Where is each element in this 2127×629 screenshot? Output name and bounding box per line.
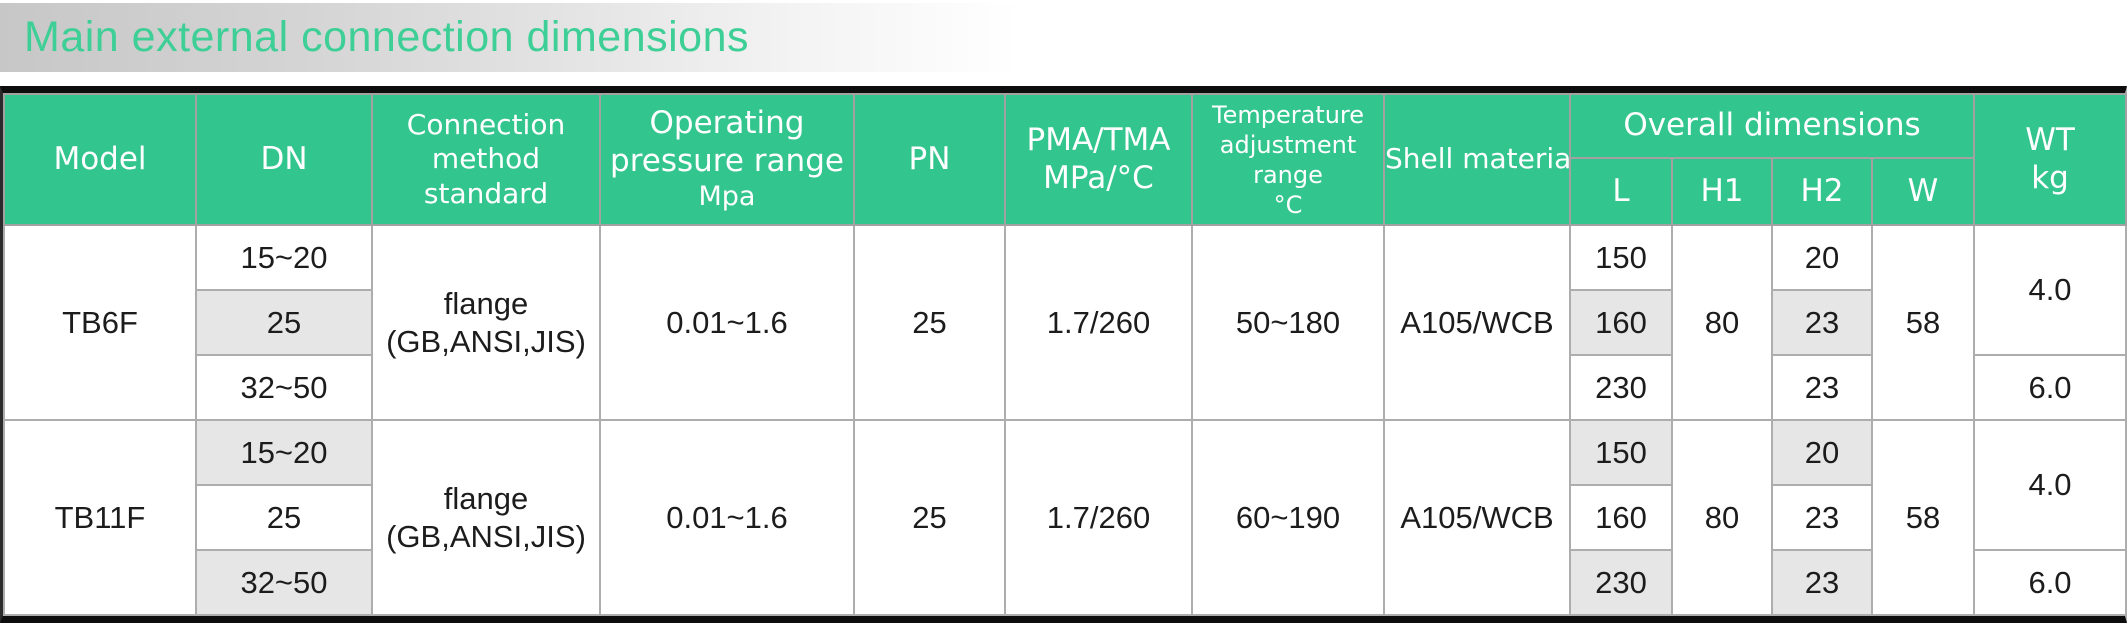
table-row: TB6F 15~20 flange (GB,ANSI,JIS) 0.01~1.6… bbox=[3, 224, 2127, 421]
model-cell: TB11F bbox=[3, 419, 197, 616]
header-temp-unit: °C bbox=[1273, 190, 1303, 219]
header-connection-line2: method standard bbox=[423, 142, 549, 210]
header-overall-dimensions: Overall dimensions bbox=[1568, 93, 1976, 159]
header-temp-range: Temperature adjustment range °C bbox=[1191, 93, 1385, 226]
header-operating-unit: Mpa bbox=[698, 180, 756, 212]
header-dim-h2: H2 bbox=[1771, 157, 1873, 226]
header-shell-material: Shell material bbox=[1383, 93, 1571, 226]
header-operating-line2: pressure range bbox=[610, 143, 844, 180]
header-dn: DN bbox=[195, 93, 373, 226]
shell-material-cell: A105/WCB bbox=[1383, 224, 1571, 421]
header-wt-unit: kg bbox=[2031, 159, 2069, 196]
dim-l-cell: 230 bbox=[1569, 354, 1673, 421]
connection-cell: flange (GB,ANSI,JIS) bbox=[371, 224, 601, 421]
dn-cell: 25 bbox=[195, 289, 373, 356]
dn-cell: 15~20 bbox=[195, 224, 373, 291]
pn-cell: 25 bbox=[853, 224, 1006, 421]
header-pma-line1: PMA/TMA bbox=[1026, 121, 1171, 158]
header-pn: PN bbox=[853, 93, 1006, 226]
dim-h2-cell: 23 bbox=[1771, 354, 1873, 421]
dn-cell: 25 bbox=[195, 484, 373, 551]
header-row-top: Model DN Connection method standard Oper… bbox=[3, 93, 2127, 226]
pn-cell: 25 bbox=[853, 419, 1006, 616]
dn-cell: 32~50 bbox=[195, 549, 373, 616]
header-connection-line1: Connection bbox=[406, 108, 566, 142]
shell-material-cell: A105/WCB bbox=[1383, 419, 1571, 616]
dim-h2-cell: 20 bbox=[1771, 419, 1873, 486]
header-wt: WT kg bbox=[1973, 93, 2127, 226]
pma-tma-cell: 1.7/260 bbox=[1004, 419, 1193, 616]
dim-l-cell: 160 bbox=[1569, 484, 1673, 551]
dimensions-table-frame: Model DN Connection method standard Oper… bbox=[0, 86, 2127, 623]
connection-cell: flange (GB,ANSI,JIS) bbox=[371, 419, 601, 616]
dim-w-cell: 58 bbox=[1870, 419, 1976, 616]
dim-h1-cell: 80 bbox=[1671, 224, 1773, 421]
dim-h1-cell: 80 bbox=[1671, 419, 1773, 616]
table-row: 32~50 230 23 6.0 bbox=[4, 549, 2127, 616]
header-wt-line1: WT bbox=[2025, 121, 2075, 158]
header-temp-line2: adjustment range bbox=[1219, 130, 1357, 189]
wt-cell: 4.0 bbox=[1973, 224, 2127, 356]
header-operating-line1: Operating bbox=[649, 105, 805, 142]
model-cell: TB6F bbox=[3, 224, 197, 421]
dim-l-cell: 150 bbox=[1569, 419, 1673, 486]
header-connection-method: Connection method standard bbox=[371, 93, 601, 226]
header-pma-tma: PMA/TMA MPa/°C bbox=[1004, 93, 1193, 226]
dn-cell: 15~20 bbox=[195, 419, 373, 486]
wt-cell: 4.0 bbox=[1973, 419, 2127, 551]
dn-cell: 32~50 bbox=[195, 354, 373, 421]
table-body: TB6F 15~20 flange (GB,ANSI,JIS) 0.01~1.6… bbox=[3, 224, 2127, 616]
dimensions-table: Model DN Connection method standard Oper… bbox=[3, 93, 2127, 616]
temp-range-cell: 60~190 bbox=[1191, 419, 1385, 616]
wt-cell: 6.0 bbox=[1973, 354, 2127, 421]
pma-tma-cell: 1.7/260 bbox=[1004, 224, 1193, 421]
operating-pressure-cell: 0.01~1.6 bbox=[599, 419, 855, 616]
header-dim-w: W bbox=[1870, 157, 1976, 226]
header-pma-unit: MPa/°C bbox=[1043, 159, 1154, 196]
dim-h2-cell: 23 bbox=[1771, 549, 1873, 616]
header-operating-pressure: Operating pressure range Mpa bbox=[599, 93, 855, 226]
dim-h2-cell: 23 bbox=[1771, 484, 1873, 551]
table-row: 32~50 230 23 6.0 bbox=[4, 354, 2127, 421]
table-header: Model DN Connection method standard Oper… bbox=[3, 93, 2127, 226]
header-row-sub: L H1 H2 W bbox=[4, 157, 2126, 226]
table-row: 25 160 23 bbox=[4, 289, 2126, 356]
header-dim-h1: H1 bbox=[1671, 157, 1773, 226]
dim-l-cell: 160 bbox=[1569, 289, 1673, 356]
header-dim-l: L bbox=[1569, 157, 1673, 226]
operating-pressure-cell: 0.01~1.6 bbox=[599, 224, 855, 421]
wt-cell: 6.0 bbox=[1973, 549, 2127, 616]
table-row: 25 160 23 bbox=[4, 484, 2126, 551]
temp-range-cell: 50~180 bbox=[1191, 224, 1385, 421]
dim-h2-cell: 20 bbox=[1771, 224, 1873, 291]
dim-l-cell: 150 bbox=[1569, 224, 1673, 291]
dim-l-cell: 230 bbox=[1569, 549, 1673, 616]
header-temp-line1: Temperature bbox=[1211, 100, 1365, 129]
dim-h2-cell: 23 bbox=[1771, 289, 1873, 356]
dim-w-cell: 58 bbox=[1870, 224, 1976, 421]
page-title: Main external connection dimensions bbox=[24, 13, 750, 61]
table-row: TB11F 15~20 flange (GB,ANSI,JIS) 0.01~1.… bbox=[3, 419, 2127, 616]
page: Main external connection dimensions Mode… bbox=[0, 3, 2127, 623]
section-title-bar: Main external connection dimensions bbox=[0, 3, 2127, 72]
header-model: Model bbox=[3, 93, 197, 226]
